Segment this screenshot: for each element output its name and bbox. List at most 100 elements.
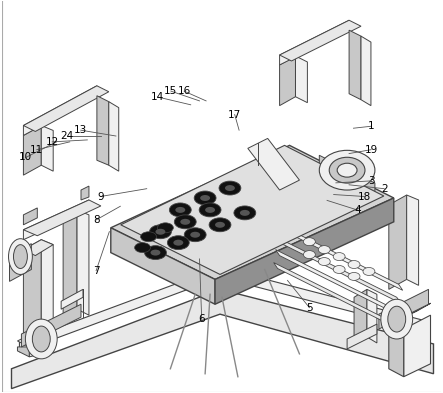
Ellipse shape [173,240,183,246]
Ellipse shape [135,242,151,253]
Ellipse shape [388,306,406,332]
Polygon shape [41,125,53,171]
Ellipse shape [151,250,160,255]
Ellipse shape [319,257,330,266]
Text: 12: 12 [46,137,59,147]
Polygon shape [23,240,41,341]
Text: 10: 10 [19,152,32,162]
Polygon shape [23,86,97,136]
Ellipse shape [225,185,235,191]
Polygon shape [407,195,419,285]
Ellipse shape [175,215,196,229]
Text: 3: 3 [368,176,374,186]
Ellipse shape [215,222,225,228]
Polygon shape [17,347,29,357]
Polygon shape [248,138,299,190]
Polygon shape [23,200,101,236]
Polygon shape [111,145,394,279]
Polygon shape [41,240,53,337]
Ellipse shape [381,299,412,339]
Ellipse shape [333,253,345,261]
Text: 8: 8 [93,215,99,225]
Text: 18: 18 [358,191,371,202]
Polygon shape [361,36,371,106]
Text: 1: 1 [368,121,374,131]
Text: 9: 9 [97,191,104,202]
Text: 5: 5 [306,303,313,313]
Ellipse shape [219,181,241,195]
Text: 4: 4 [354,205,361,215]
Polygon shape [349,30,361,100]
Ellipse shape [234,206,256,220]
Polygon shape [278,238,401,303]
Text: 2: 2 [381,184,388,194]
Ellipse shape [240,210,250,216]
Ellipse shape [169,203,191,217]
Polygon shape [23,208,37,225]
Ellipse shape [319,246,330,253]
Polygon shape [295,56,307,103]
Text: 6: 6 [198,314,205,324]
Text: 15: 15 [164,86,178,96]
Polygon shape [63,210,77,317]
Polygon shape [9,244,31,281]
Ellipse shape [13,245,27,268]
Ellipse shape [337,163,357,177]
Polygon shape [12,289,434,389]
Ellipse shape [303,251,315,259]
Polygon shape [354,289,367,344]
Ellipse shape [157,223,173,233]
Ellipse shape [25,319,57,359]
Text: 11: 11 [30,145,43,155]
Polygon shape [347,324,377,349]
Polygon shape [280,225,403,290]
Ellipse shape [184,228,206,242]
Ellipse shape [194,191,216,205]
Polygon shape [21,304,81,347]
Ellipse shape [348,272,360,280]
Text: 19: 19 [365,145,378,155]
Ellipse shape [8,239,32,274]
Polygon shape [77,210,89,315]
Polygon shape [276,250,399,315]
Ellipse shape [149,225,171,239]
Ellipse shape [144,246,167,259]
Polygon shape [274,263,397,328]
Ellipse shape [167,236,189,250]
Ellipse shape [175,207,185,213]
Text: 24: 24 [60,131,73,141]
Polygon shape [120,145,384,274]
Polygon shape [367,289,377,343]
Polygon shape [29,341,53,357]
Ellipse shape [155,229,165,235]
Ellipse shape [140,232,156,242]
Polygon shape [17,329,53,347]
Polygon shape [81,186,89,200]
Polygon shape [379,289,428,329]
Polygon shape [23,200,89,240]
Ellipse shape [205,207,215,213]
Ellipse shape [363,268,375,275]
Polygon shape [111,228,215,304]
Polygon shape [23,240,53,255]
Polygon shape [23,86,109,132]
Text: 13: 13 [74,125,87,135]
Ellipse shape [319,151,375,190]
Polygon shape [389,324,404,377]
Ellipse shape [200,195,210,201]
Polygon shape [215,198,394,304]
Polygon shape [280,20,361,61]
Polygon shape [389,303,431,324]
Ellipse shape [209,218,231,232]
Ellipse shape [333,266,345,274]
Polygon shape [109,102,119,171]
Polygon shape [23,125,41,175]
Text: 14: 14 [151,92,164,102]
Polygon shape [319,155,375,200]
Ellipse shape [199,203,221,217]
Polygon shape [19,268,427,352]
Ellipse shape [180,219,190,225]
Text: 17: 17 [228,110,241,119]
Polygon shape [280,20,349,65]
Ellipse shape [190,232,200,238]
